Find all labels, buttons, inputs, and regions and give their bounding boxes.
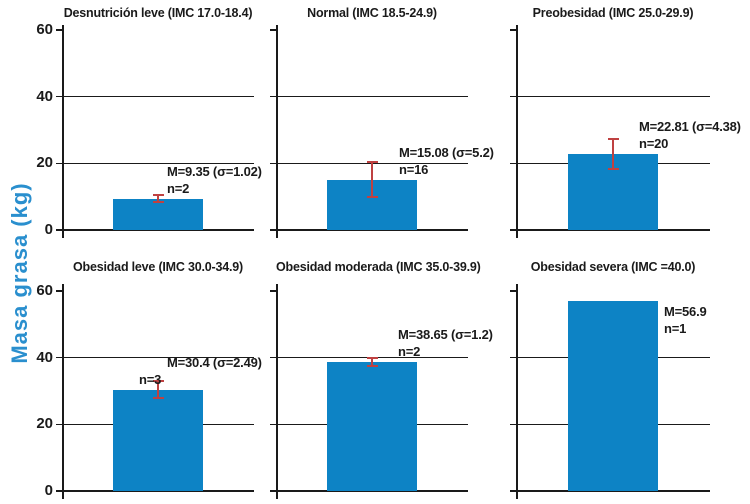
bar (113, 389, 203, 491)
panel-title: Desnutrición leve (IMC 17.0-18.4) (63, 6, 253, 20)
y-tick-label: 0 (44, 482, 53, 499)
bar (113, 198, 203, 230)
y-tick (270, 29, 276, 31)
annotation-mean: M=56.9 (664, 304, 707, 320)
y-tick-label: 20 (36, 415, 53, 433)
error-bar-cap-bottom (152, 396, 164, 399)
annotation-n: n=16 (399, 161, 429, 177)
error-bar-cap-top (366, 161, 378, 164)
error-bar-cap-bottom (366, 196, 378, 199)
error-bar-cap-top (607, 138, 619, 141)
error-bar-cap-bottom (152, 201, 164, 204)
y-tick (270, 162, 276, 165)
panel-title: Obesidad leve (IMC 30.0-34.9) (73, 260, 243, 274)
y-tick (56, 229, 62, 231)
gridline (276, 95, 468, 98)
bar (327, 362, 417, 491)
panel-title: Obesidad severa (IMC =40.0) (530, 260, 696, 274)
y-tick (270, 423, 276, 426)
x-axis-line (276, 490, 468, 492)
error-bar-cap-bottom (607, 167, 619, 170)
error-bar-cap-top (152, 194, 164, 197)
error-bar-stem (157, 195, 159, 203)
y-tick (510, 423, 516, 426)
annotation-mean: M=15.08 (σ=5.2) (399, 144, 494, 160)
y-tick (270, 356, 276, 359)
gridline (62, 356, 254, 359)
annotation-mean: M=9.35 (σ=1.02) (167, 163, 262, 179)
y-tick-label: 40 (36, 348, 53, 366)
error-bar-stem (371, 162, 373, 198)
gridline (62, 162, 254, 165)
annotation-mean: M=22.81 (σ=4.38) (639, 118, 741, 134)
annotation-n: n=3 (139, 371, 162, 387)
y-axis-line (276, 284, 278, 499)
annotation-n: n=1 (664, 321, 687, 337)
y-tick (56, 423, 62, 426)
x-axis-line (62, 229, 254, 231)
y-tick (510, 229, 516, 231)
panel-title: Obesidad moderada (IMC 35.0-39.9) (276, 260, 481, 274)
annotation-n: n=20 (639, 135, 669, 151)
y-tick (510, 356, 516, 359)
y-axis-line (62, 284, 64, 499)
y-tick (510, 95, 516, 98)
panel-title: Preobesidad (IMC 25.0-29.9) (532, 6, 694, 20)
y-tick (56, 95, 62, 98)
error-bar-cap-top (152, 380, 164, 383)
y-axis-line (62, 25, 64, 238)
y-tick (56, 356, 62, 359)
y-tick-label: 60 (36, 21, 53, 38)
bar (568, 301, 658, 491)
x-axis-line (62, 490, 254, 492)
y-tick (270, 490, 276, 492)
error-bar-stem (371, 358, 373, 367)
x-axis-line (516, 490, 710, 492)
y-tick (510, 29, 516, 31)
annotation-n: n=2 (167, 180, 190, 196)
y-tick (270, 95, 276, 98)
gridline (62, 95, 254, 98)
error-bar-cap-bottom (366, 365, 378, 368)
annotation-n: n=2 (398, 344, 421, 360)
gridline (516, 95, 710, 98)
annotation-mean: M=38.65 (σ=1.2) (398, 327, 493, 343)
y-tick-label: 40 (36, 87, 53, 105)
x-axis-line (516, 229, 710, 231)
error-bar-stem (612, 139, 614, 169)
panel-title: Normal (IMC 18.5-24.9) (307, 6, 437, 20)
y-tick (56, 290, 62, 292)
y-axis-line (276, 25, 278, 238)
y-tick-label: 60 (36, 282, 53, 299)
y-tick (56, 29, 62, 31)
y-tick (510, 290, 516, 292)
y-tick (56, 490, 62, 492)
y-tick (510, 162, 516, 165)
x-axis-line (276, 229, 468, 231)
y-axis-line (516, 284, 518, 499)
annotation-mean: M=30.4 (σ=2.49) (167, 354, 262, 370)
y-axis-line (516, 25, 518, 238)
error-bar-stem (157, 381, 159, 398)
y-tick-label: 20 (36, 154, 53, 172)
y-tick-label: 0 (44, 221, 53, 238)
y-tick (270, 229, 276, 231)
y-tick (270, 290, 276, 292)
y-tick (56, 162, 62, 165)
y-tick (510, 490, 516, 492)
error-bar-cap-top (366, 357, 378, 360)
